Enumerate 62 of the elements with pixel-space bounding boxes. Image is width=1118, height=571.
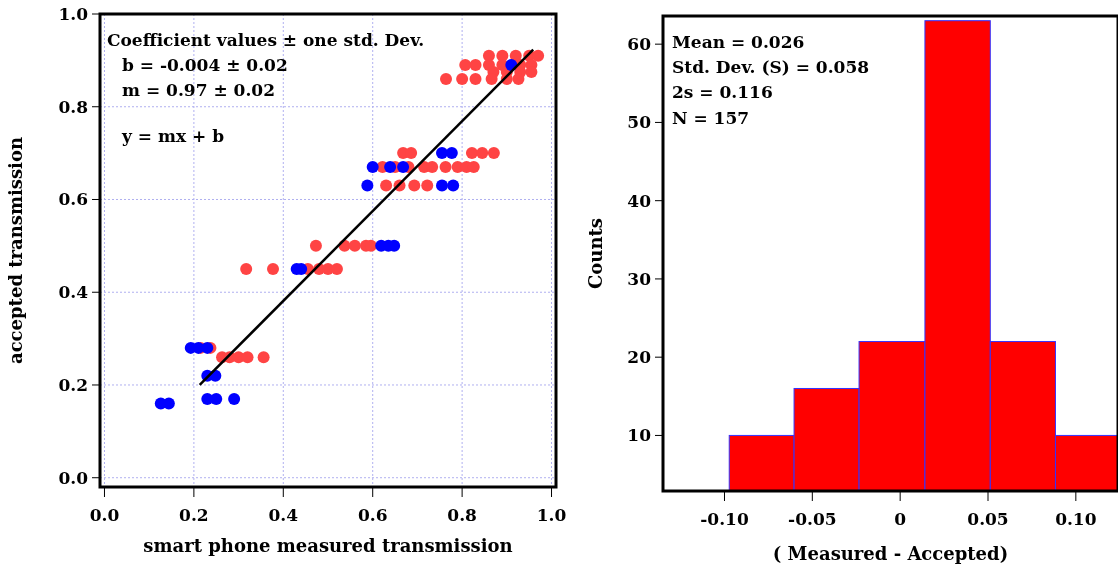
point — [436, 179, 448, 192]
point — [366, 161, 379, 174]
y-tick-label: 1.0 — [58, 3, 89, 24]
x-axis-title: ( Measured - Accepted) — [772, 543, 1009, 564]
point — [309, 239, 322, 252]
point — [487, 147, 500, 160]
x-axis-title: smart phone measured transmission — [143, 535, 513, 556]
point — [447, 179, 460, 192]
x-tick-label: 0.8 — [447, 505, 477, 525]
x-tick-label: 0.6 — [357, 505, 388, 525]
point — [361, 179, 374, 192]
point — [440, 72, 453, 85]
point — [476, 147, 489, 160]
y-tick-label: 60 — [627, 34, 652, 55]
point — [532, 49, 545, 62]
point — [384, 161, 397, 174]
y-axis-title: Counts — [585, 218, 606, 289]
y-tick-label: 20 — [627, 347, 652, 368]
annotation: b = -0.004 ± 0.02 — [122, 55, 288, 75]
point — [469, 72, 482, 85]
x-tick-label: 0.0 — [89, 505, 120, 525]
point — [380, 179, 393, 192]
point — [436, 147, 448, 160]
y-tick-label: 10 — [627, 425, 652, 446]
point — [421, 179, 434, 192]
point — [348, 239, 361, 252]
annotation: Std. Dev. (S) = 0.058 — [672, 57, 870, 77]
y-tick-label: 0.4 — [58, 282, 89, 303]
y-tick-label: 50 — [627, 112, 652, 133]
y-tick-label: 0.2 — [58, 374, 88, 395]
point — [257, 351, 270, 364]
x-tick-label: 0.4 — [268, 505, 299, 525]
point — [408, 179, 421, 192]
annotation: N = 157 — [672, 108, 750, 128]
point — [240, 263, 253, 276]
x-tick-label: 1.0 — [536, 505, 567, 525]
y-tick-label: 0.6 — [58, 189, 88, 210]
x-tick-label: 0.10 — [1055, 509, 1097, 529]
point — [228, 392, 241, 405]
y-tick-label: 0.8 — [58, 96, 88, 117]
x-tick-label: 0 — [894, 509, 907, 529]
y-tick-label: 30 — [627, 268, 652, 289]
annotation: y = mx + b — [121, 126, 225, 146]
point — [439, 161, 452, 174]
y-tick-label: 40 — [627, 190, 652, 211]
annotation: m = 0.97 ± 0.02 — [122, 80, 275, 100]
x-tick-label: 0.2 — [179, 505, 209, 525]
annotation: Mean = 0.026 — [672, 32, 805, 52]
annotation: Coefficient values ± one std. Dev. — [107, 30, 425, 50]
point — [459, 59, 472, 72]
y-axis-title: accepted transmission — [5, 136, 26, 365]
y-tick-label: 0.0 — [58, 467, 89, 488]
point — [210, 392, 223, 405]
x-tick-label: -0.10 — [700, 509, 749, 529]
x-tick-label: -0.05 — [788, 509, 837, 529]
point — [469, 59, 482, 72]
point — [267, 263, 280, 276]
point — [397, 161, 410, 174]
point — [465, 147, 478, 160]
annotation: 2s = 0.116 — [672, 82, 773, 102]
x-tick-label: 0.05 — [967, 509, 1009, 529]
point — [456, 72, 469, 85]
